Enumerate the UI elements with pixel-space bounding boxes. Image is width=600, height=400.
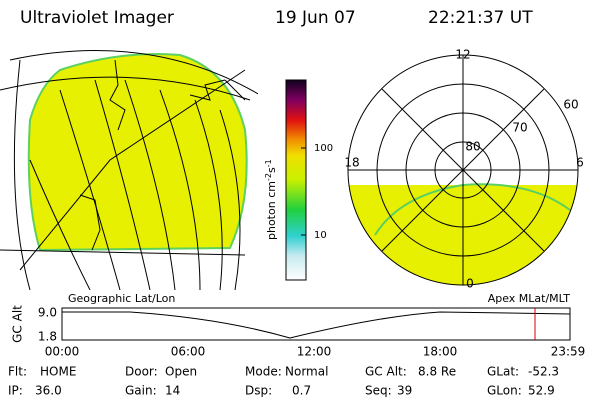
status-label: Door: xyxy=(125,365,158,379)
status-value: Open xyxy=(165,365,197,379)
status-label: Gain: xyxy=(125,384,157,398)
colorbar-tick: 10 xyxy=(314,230,327,241)
status-label: Dsp: xyxy=(245,384,272,398)
status-label: Mode: xyxy=(245,365,282,379)
mlt-label: 12 xyxy=(455,48,470,62)
mlt-label: 0 xyxy=(466,277,474,291)
unit-exp: -1 xyxy=(264,159,273,167)
status-label: GLon: xyxy=(487,384,522,398)
left-caption: Geographic Lat/Lon xyxy=(68,292,175,305)
status-value: 39 xyxy=(397,384,412,398)
title: Ultraviolet Imager xyxy=(20,8,174,28)
altitude-axis-label: GC Alt xyxy=(11,305,25,343)
polar-map: 12 18 6 0 60 70 80 xyxy=(344,48,584,291)
unit-part: s xyxy=(265,167,278,173)
altitude-panel xyxy=(61,307,571,341)
lat-label: 70 xyxy=(512,121,527,135)
status-label: Flt: xyxy=(8,365,27,379)
colorbar-tick: 100 xyxy=(314,143,333,154)
status-block: Flt: HOME Door: Open Mode: Normal GC Alt: 8.8 R… xyxy=(8,365,559,398)
status-label: GLat: xyxy=(487,365,519,379)
altitude-curve xyxy=(62,311,571,339)
status-label: GC Alt: xyxy=(365,365,407,379)
y-tick-label: 9.0 xyxy=(38,306,57,320)
status-value: 8.8 Re xyxy=(418,365,456,379)
status-value: 52.9 xyxy=(528,384,555,398)
time: 22:21:37 UT xyxy=(428,8,533,28)
date: 19 Jun 07 xyxy=(275,8,356,28)
status-value: -52.3 xyxy=(528,365,559,379)
status-label: IP: xyxy=(8,384,23,398)
x-tick-label: 23:59 xyxy=(551,345,586,359)
mlt-label: 6 xyxy=(576,156,584,170)
status-value: 14 xyxy=(165,384,180,398)
status-value: 36.0 xyxy=(35,384,62,398)
mlt-label: 18 xyxy=(344,156,359,170)
geographic-map xyxy=(0,50,258,290)
unit-exp: -2 xyxy=(264,173,273,181)
unit-part: photon cm xyxy=(265,181,278,240)
x-tick-label: 06:00 xyxy=(171,345,206,359)
lat-label: 80 xyxy=(465,140,480,154)
status-value: 0.7 xyxy=(292,384,311,398)
lat-label: 60 xyxy=(563,98,578,112)
colorbar xyxy=(285,79,307,281)
right-caption: Apex MLat/MLT xyxy=(488,292,571,305)
colorbar-label: photon cm-2s-1 xyxy=(264,159,279,240)
y-tick-label: 1.8 xyxy=(38,330,57,344)
x-tick-label: 18:00 xyxy=(423,345,458,359)
x-tick-label: 12:00 xyxy=(297,345,332,359)
status-value: Normal xyxy=(285,365,328,379)
status-label: Seq: xyxy=(365,384,392,398)
x-tick-label: 00:00 xyxy=(45,345,80,359)
status-value: HOME xyxy=(40,365,76,379)
